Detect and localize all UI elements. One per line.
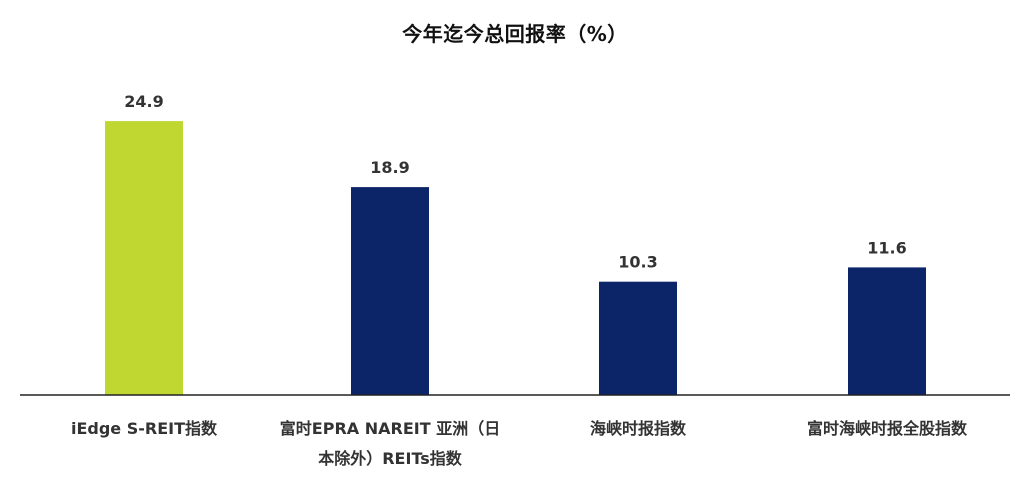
category-label-2-line-2: 本除外）REITs指数 (318, 449, 463, 468)
category-label-1: iEdge S-REIT指数 (71, 419, 218, 438)
chart-title: 今年迄今总回报率（%） (402, 22, 628, 46)
bar-4 (848, 267, 926, 395)
data-label-3: 10.3 (618, 253, 657, 272)
data-label-4: 11.6 (867, 238, 906, 257)
category-label-3: 海峡时报指数 (590, 419, 687, 438)
category-label-4: 富时海峡时报全股指数 (807, 419, 968, 438)
bar-3 (599, 281, 677, 395)
bar-1 (105, 121, 183, 395)
category-label-2-line-1: 富时EPRA NAREIT 亚洲（日 (280, 419, 500, 438)
data-label-2: 18.9 (370, 158, 409, 177)
bars-layer (105, 121, 926, 395)
labels-layer: 24.9 18.9 10.3 11.6 (124, 92, 906, 272)
data-label-1: 24.9 (124, 92, 163, 111)
bar-2 (351, 187, 429, 395)
category-labels-layer: iEdge S-REIT指数 富时EPRA NAREIT 亚洲（日本除外）REIT… (71, 419, 968, 468)
